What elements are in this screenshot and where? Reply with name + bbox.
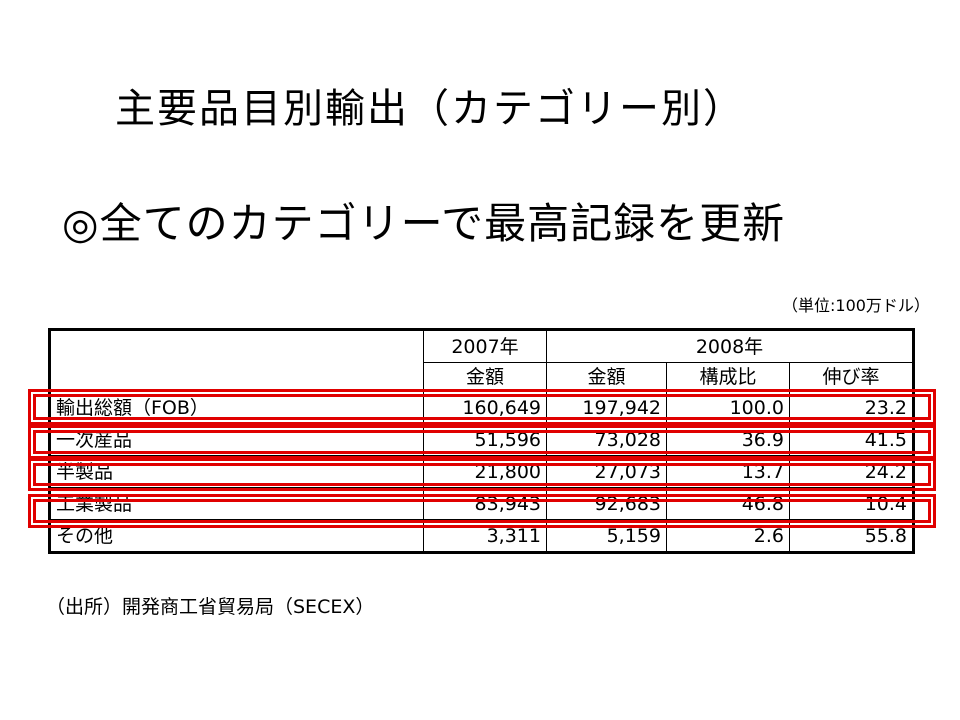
amount-2007: 51,596 xyxy=(423,423,547,456)
row-label: その他 xyxy=(49,519,424,553)
header-2008-amount: 金額 xyxy=(546,362,667,392)
growth-2008: 24.2 xyxy=(789,455,914,488)
row-label: 工業製品 xyxy=(49,487,424,520)
amount-2007: 3,311 xyxy=(423,519,547,553)
amount-2008: 5,159 xyxy=(546,519,667,553)
export-category-table: 2007年 2008年 金額 金額 構成比 伸び率 輸出総額（FOB） 160,… xyxy=(48,328,915,554)
amount-2008: 92,683 xyxy=(546,487,667,520)
header-2008: 2008年 xyxy=(546,329,914,363)
table-row: 一次産品 51,596 73,028 36.9 41.5 xyxy=(49,423,914,456)
table-row: 工業製品 83,943 92,683 46.8 10.4 xyxy=(49,487,914,520)
share-2008: 100.0 xyxy=(666,391,790,424)
growth-2008: 10.4 xyxy=(789,487,914,520)
header-2007: 2007年 xyxy=(423,329,547,363)
header-empty-cell xyxy=(49,329,424,392)
share-2008: 2.6 xyxy=(666,519,790,553)
header-row-years: 2007年 2008年 xyxy=(49,329,914,392)
amount-2008: 27,073 xyxy=(546,455,667,488)
growth-2008: 41.5 xyxy=(789,423,914,456)
table-row: その他 3,311 5,159 2.6 55.8 xyxy=(49,519,914,553)
row-label: 一次産品 xyxy=(49,423,424,456)
share-2008: 46.8 xyxy=(666,487,790,520)
slide-subtitle: ◎全てのカテゴリーで最高記録を更新 xyxy=(62,199,786,248)
amount-2007: 21,800 xyxy=(423,455,547,488)
slide-title: 主要品目別輸出（カテゴリー別） xyxy=(115,86,745,132)
source-note: （出所）開発商工省貿易局（SECEX） xyxy=(46,596,375,618)
amount-2007: 83,943 xyxy=(423,487,547,520)
share-2008: 13.7 xyxy=(666,455,790,488)
amount-2008: 73,028 xyxy=(546,423,667,456)
amount-2007: 160,649 xyxy=(423,391,547,424)
growth-2008: 23.2 xyxy=(789,391,914,424)
row-label: 半製品 xyxy=(49,455,424,488)
table-row: 輸出総額（FOB） 160,649 197,942 100.0 23.2 xyxy=(49,391,914,424)
growth-2008: 55.8 xyxy=(789,519,914,553)
header-2007-amount: 金額 xyxy=(423,362,547,392)
row-label: 輸出総額（FOB） xyxy=(49,391,424,424)
amount-2008: 197,942 xyxy=(546,391,667,424)
unit-note: （単位:100万ドル） xyxy=(782,296,930,315)
header-2008-share: 構成比 xyxy=(666,362,790,392)
header-row-columns: 金額 金額 構成比 伸び率 xyxy=(50,362,914,392)
header-2008-growth: 伸び率 xyxy=(789,362,914,392)
share-2008: 36.9 xyxy=(666,423,790,456)
table-row: 半製品 21,800 27,073 13.7 24.2 xyxy=(49,455,914,488)
